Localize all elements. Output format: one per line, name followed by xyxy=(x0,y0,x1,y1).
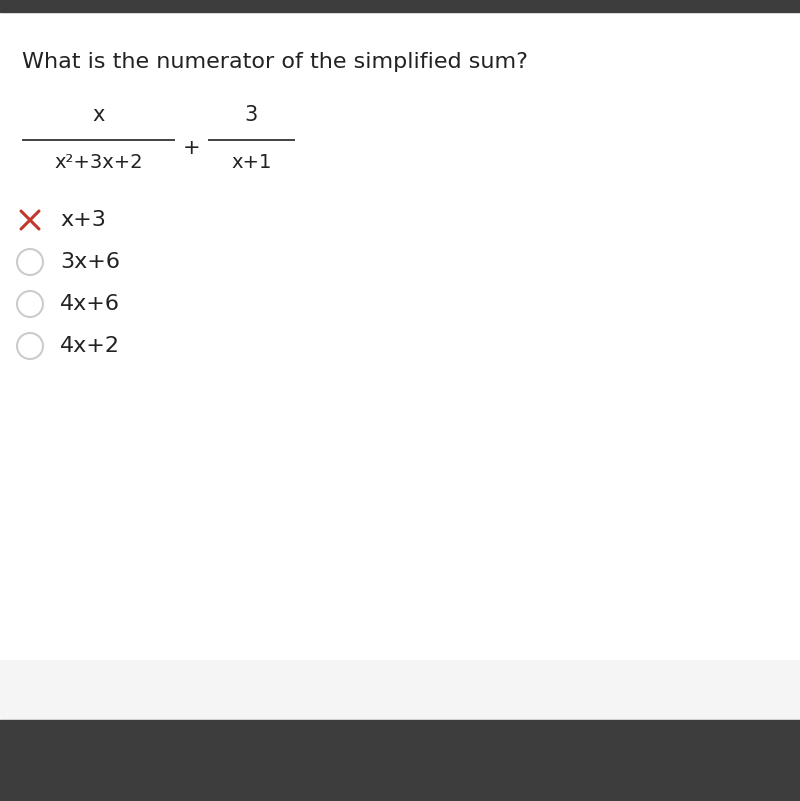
Bar xyxy=(0,660,800,720)
Text: 4x+2: 4x+2 xyxy=(60,336,120,356)
Text: 3: 3 xyxy=(245,105,258,125)
Text: x²+3x+2: x²+3x+2 xyxy=(54,152,143,171)
Text: x+3: x+3 xyxy=(60,210,106,230)
Text: x: x xyxy=(92,105,105,125)
Bar xyxy=(0,720,800,801)
Text: +: + xyxy=(183,138,201,158)
Text: 3x+6: 3x+6 xyxy=(60,252,120,272)
Bar xyxy=(0,0,800,12)
Text: 4x+6: 4x+6 xyxy=(60,294,120,314)
Text: x+1: x+1 xyxy=(231,152,272,171)
Text: What is the numerator of the simplified sum?: What is the numerator of the simplified … xyxy=(22,52,528,72)
